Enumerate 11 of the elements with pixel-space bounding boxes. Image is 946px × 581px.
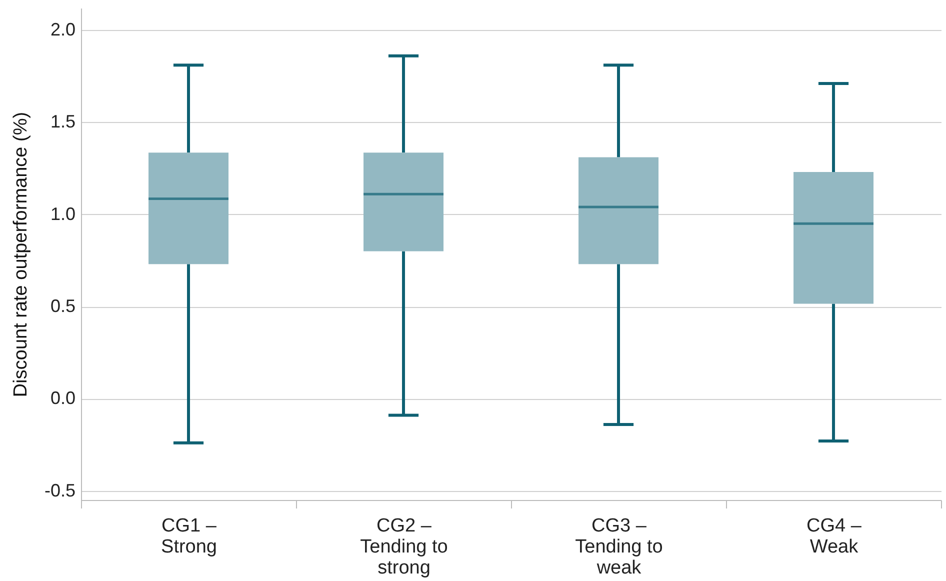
y-tick-label: 0.5 (50, 296, 76, 316)
y-tick-label: -0.5 (44, 480, 76, 500)
x-tick-label: CG3 – Tending to weak (575, 516, 663, 578)
y-axis-title: Discount rate outperformance (%) (10, 112, 32, 398)
y-tick-label: 1.0 (50, 204, 76, 224)
y-tick-label: 1.5 (50, 112, 76, 132)
y-tick-label: 2.0 (50, 20, 76, 40)
x-tick-label: CG2 – Tending to strong (360, 516, 448, 578)
x-tick-label: CG1 – Strong (161, 516, 217, 558)
y-tick-label: 0.0 (50, 388, 76, 408)
x-tick-label: CG4 – Weak (806, 516, 862, 558)
